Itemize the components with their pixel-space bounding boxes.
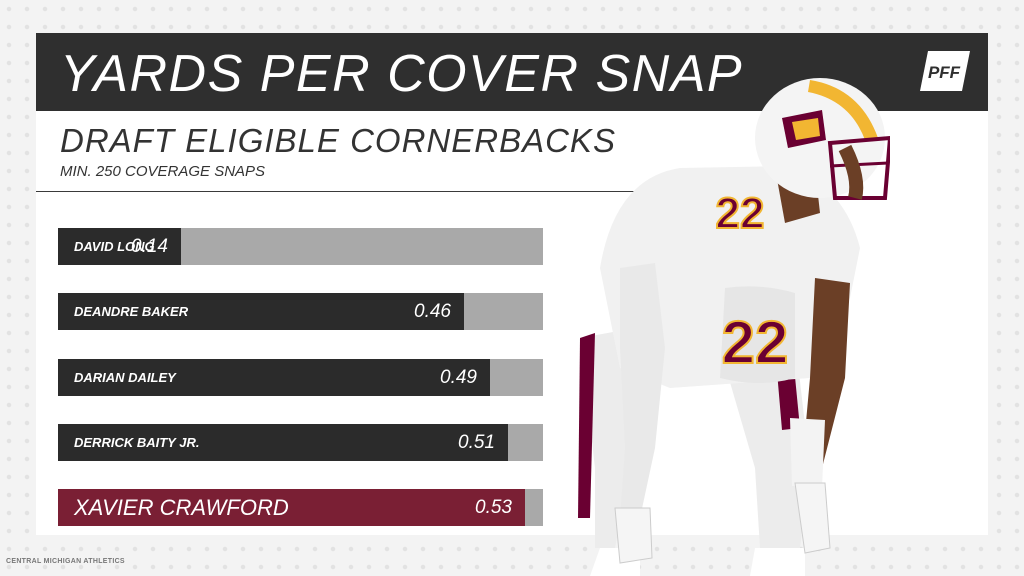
bar [58,293,464,331]
bar [58,489,525,526]
bar-category-label: DERRICK BAITY JR. [74,434,200,450]
football-player-photo: 22 22 [578,78,890,576]
bar-row: DAVID LONG 0.14 [58,228,543,265]
bar-value-label: 0.53 [475,497,512,518]
bar-category-label: DARIAN DAILEY [74,369,176,385]
pff-logo: PFF [920,51,970,91]
pff-logo-text: PFF [928,63,961,82]
bar-row: DARIAN DAILEY 0.49 [58,358,543,396]
title-divider [36,191,676,192]
bar-chart: DAVID LONG 0.14 DEANDRE BAKER 0.46 DARIAN DA… [58,228,543,528]
chart-title: YARDS PER COVER SNAP [60,45,744,103]
bar-category-label: DAVID LONG [74,239,155,254]
bar [58,358,490,396]
bar-row: DERRICK BAITY JR. 0.51 [58,423,543,461]
photo-credit: CENTRAL MICHIGAN ATHLETICS [6,558,125,565]
svg-text:22: 22 [722,309,789,376]
bar-row: XAVIER CRAWFORD 0.53 [58,489,543,526]
bar [58,228,181,265]
bar-value-label: 0.46 [414,301,451,323]
bar-category-label: DEANDRE BAKER [74,304,189,320]
jersey-number: 22 [716,189,765,238]
chart-subtitle: DRAFT ELIGIBLE CORNERBACKS [60,122,616,159]
chart-note: MIN. 250 COVERAGE SNAPS [60,163,266,180]
bar-value-label: 0.51 [458,431,495,453]
bar-category-label: XAVIER CRAWFORD [74,495,289,520]
bar-value-label: 0.14 [131,236,168,257]
bar-row: DEANDRE BAKER 0.46 [58,293,543,331]
bar [58,423,508,461]
bar-value-label: 0.49 [440,366,477,388]
